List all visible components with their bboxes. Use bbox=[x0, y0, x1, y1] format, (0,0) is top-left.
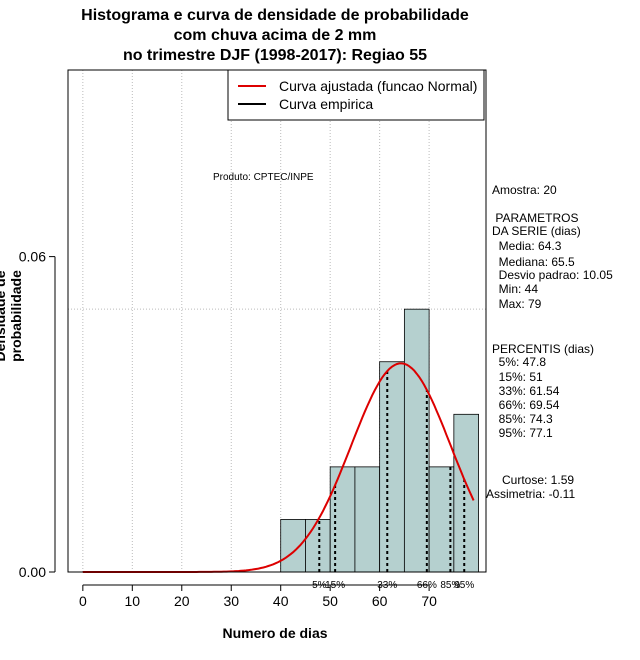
stat-max: Max: 79 bbox=[492, 297, 542, 311]
y-tick-label-0: 0.00 bbox=[19, 564, 46, 580]
percentile-label-5: 95% bbox=[454, 580, 474, 591]
stat-min: Min: 44 bbox=[492, 282, 539, 296]
legend-box bbox=[227, 69, 485, 121]
stat-p15: 15%: 51 bbox=[492, 370, 543, 384]
title-line-2: com chuva acima de 2 mm bbox=[173, 27, 377, 44]
stat-assimetria: Assimetria: -0.11 bbox=[486, 487, 576, 501]
histogram-bar-1 bbox=[305, 519, 331, 573]
title-line-1: Histograma e curva de densidade de proba… bbox=[81, 7, 469, 24]
y-axis-label: Densidade de probabilidade bbox=[0, 270, 24, 362]
product-annotation: Produto: CPTEC/INPE bbox=[213, 172, 314, 183]
params-header: PARAMETROS DA SERIE (dias) bbox=[492, 211, 581, 238]
sample-size: Amostra: 20 bbox=[492, 183, 557, 197]
stat-mediana: Mediana: 65.5 bbox=[492, 255, 575, 269]
stat-desvio: Desvio padrao: 10.05 bbox=[492, 268, 613, 282]
stat-p95: 95%: 77.1 bbox=[492, 426, 553, 440]
histogram-bar-3 bbox=[354, 466, 381, 573]
x-tick-label-5: 50 bbox=[322, 593, 338, 609]
histogram-bar-5 bbox=[403, 308, 430, 573]
y-tick-label-1: 0.06 bbox=[19, 249, 46, 265]
legend-label-fitted: Curva ajustada (funcao Normal) bbox=[279, 78, 477, 94]
x-tick-label-2: 20 bbox=[174, 593, 190, 609]
x-tick-label-4: 40 bbox=[273, 593, 289, 609]
histogram-bar-4 bbox=[379, 361, 405, 573]
histogram-bar-7 bbox=[453, 413, 479, 573]
legend-label-empirical: Curva empirica bbox=[279, 96, 373, 112]
x-tick-label-6: 60 bbox=[372, 593, 388, 609]
percentile-label-4: 85% bbox=[440, 580, 460, 591]
stat-p33: 33%: 61.54 bbox=[492, 384, 560, 398]
histogram-bar-2 bbox=[329, 466, 356, 573]
stat-p5: 5%: 47.8 bbox=[492, 355, 547, 369]
stat-media: Media: 64.3 bbox=[492, 239, 562, 253]
stat-p85: 85%: 74.3 bbox=[492, 412, 553, 426]
percentis-header: PERCENTIS (dias) bbox=[492, 342, 595, 356]
x-tick-label-1: 10 bbox=[125, 593, 141, 609]
title-line-3: no trimestre DJF (1998-2017): Regiao 55 bbox=[122, 47, 428, 64]
x-axis-label: Numero de dias bbox=[222, 625, 328, 641]
x-tick-label-0: 0 bbox=[79, 593, 87, 609]
stat-p66: 66%: 69.54 bbox=[492, 398, 560, 412]
histogram-bar-0 bbox=[280, 519, 306, 573]
x-tick-label-7: 70 bbox=[421, 593, 437, 609]
histogram-bar-6 bbox=[428, 466, 455, 573]
x-tick-label-3: 30 bbox=[223, 593, 239, 609]
stat-curtose: Curtose: 1.59 bbox=[502, 473, 575, 487]
